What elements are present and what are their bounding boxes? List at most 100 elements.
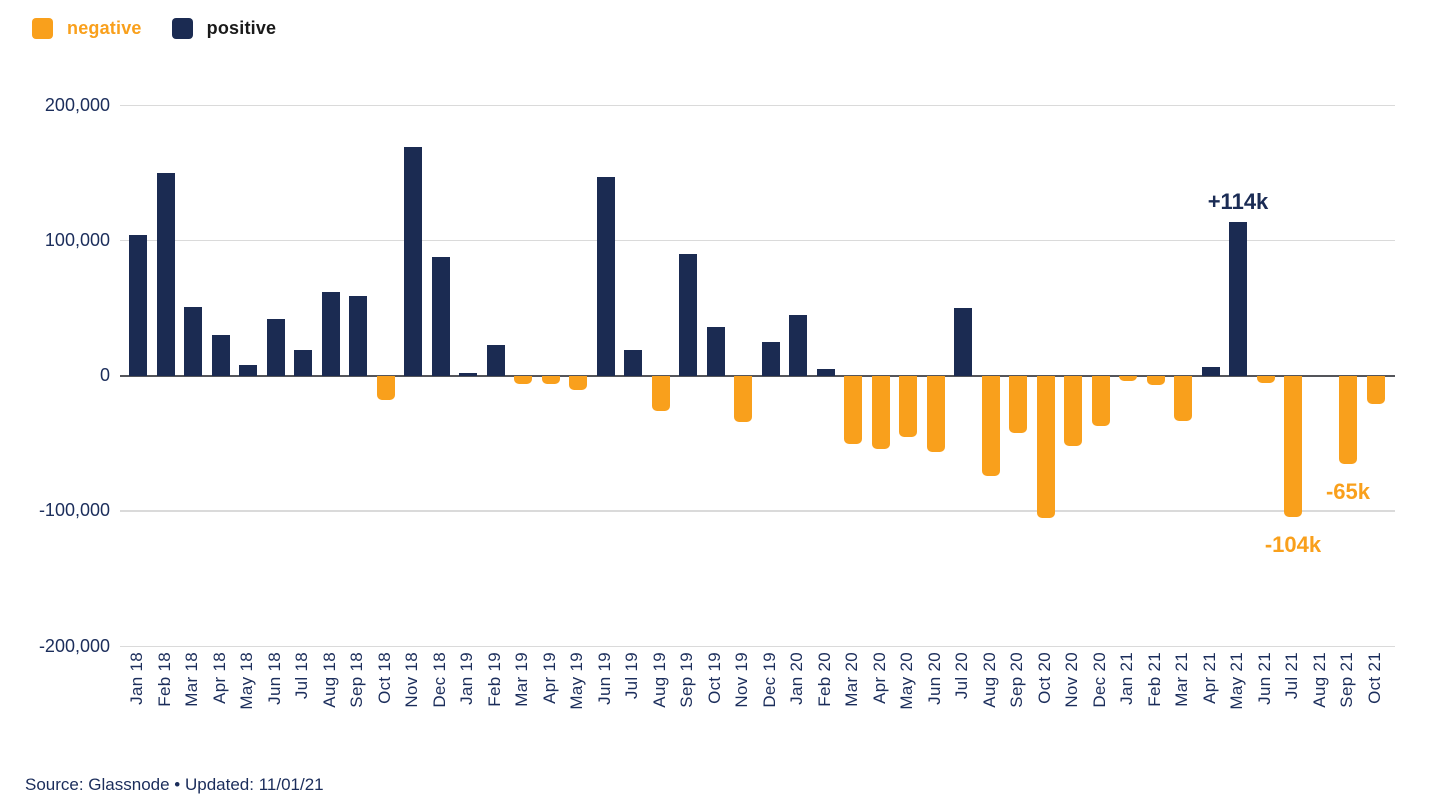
zero-axis-line	[120, 375, 1395, 377]
bar-jul-20	[954, 308, 972, 376]
bar-nov-18	[404, 147, 422, 376]
x-axis-label-jan-19: Jan 19	[457, 652, 476, 705]
x-axis-label-dec-18: Dec 18	[429, 652, 449, 708]
x-axis-label-apr-20: Apr 20	[869, 652, 889, 704]
x-axis-label-jan-21: Jan 21	[1117, 652, 1136, 705]
x-axis-label-nov-19: Nov 19	[732, 652, 751, 708]
x-axis-label-sep-20: Sep 20	[1007, 652, 1026, 708]
legend-item-negative: negative	[32, 18, 142, 39]
bar-jun-20	[926, 376, 945, 452]
annotation-may-21: +114k	[1207, 188, 1269, 214]
x-axis-label-sep-18: Sep 18	[347, 652, 366, 708]
x-axis-label-aug-20: Aug 20	[979, 652, 999, 708]
bar-may-19	[569, 376, 587, 390]
gridline-200000	[120, 104, 1395, 106]
legend-label-negative: negative	[67, 18, 142, 38]
bar-mar-21	[1174, 376, 1192, 421]
legend-item-positive: positive	[171, 18, 277, 39]
bar-oct-18	[376, 376, 395, 401]
x-axis-label-feb-21: Feb 21	[1144, 652, 1164, 707]
bar-oct-21	[1366, 376, 1385, 405]
y-axis-label-200000: 200,000	[44, 94, 110, 115]
bar-may-21	[1229, 221, 1247, 376]
x-axis-label-jul-21: Jul 21	[1282, 652, 1301, 700]
x-axis-label-oct-19: Oct 19	[704, 652, 724, 704]
x-axis-label-may-19: May 19	[567, 652, 586, 710]
bar-chart: 200,000 100,000 0 -100,000 -200,000 Jan 18 Feb…	[38, 94, 1395, 710]
x-axis-label-mar-19: Mar 19	[512, 652, 531, 707]
x-axis-label-aug-21: Aug 21	[1309, 652, 1329, 708]
x-axis-label-apr-21: Apr 21	[1199, 652, 1219, 704]
x-axis-label-apr-18: Apr 18	[209, 652, 229, 704]
bar-may-18	[239, 365, 257, 376]
x-axis-label-aug-19: Aug 19	[649, 652, 669, 708]
y-axis-label--100000: -100,000	[38, 500, 110, 521]
x-axis-label-jun-18: Jun 18	[264, 652, 284, 705]
x-axis-label-jan-18: Jan 18	[127, 652, 146, 705]
bar-sep-18	[349, 296, 367, 376]
bar-nov-19	[734, 376, 752, 422]
bar-jan-20	[789, 315, 807, 376]
bar-feb-21	[1146, 376, 1165, 386]
x-axis-label-jul-18: Jul 18	[292, 652, 311, 700]
x-axis-label-aug-18: Aug 18	[319, 652, 339, 708]
gridline-100000	[120, 239, 1395, 242]
bar-jun-21	[1256, 376, 1275, 383]
x-axis-label-mar-21: Mar 21	[1172, 652, 1191, 707]
x-axis-label-feb-18: Feb 18	[154, 652, 174, 707]
bar-may-20	[899, 376, 917, 437]
bar-aug-20	[981, 376, 1000, 477]
bar-mar-18	[184, 307, 202, 376]
x-axis-label-nov-18: Nov 18	[402, 652, 421, 708]
bar-aug-19	[651, 376, 670, 412]
annotation-jul-21: -104k	[1264, 531, 1322, 557]
source-text: Source: Glassnode • Updated: 11/01/21	[25, 775, 324, 794]
bar-sep-20	[1009, 376, 1027, 433]
x-axis-label-mar-18: Mar 18	[182, 652, 201, 707]
positive-swatch-icon	[171, 18, 193, 39]
bar-oct-19	[706, 327, 725, 376]
bar-apr-21	[1201, 366, 1220, 376]
bar-dec-20	[1091, 376, 1110, 427]
bar-jan-19	[459, 373, 477, 376]
y-axis-label--200000: -200,000	[38, 635, 110, 656]
bar-mar-20	[844, 376, 862, 444]
bar-dec-19	[761, 342, 780, 376]
negative-swatch-icon	[32, 18, 53, 39]
x-axis-label-jun-21: Jun 21	[1254, 652, 1274, 705]
bar-feb-20	[816, 369, 835, 376]
x-axis-label-oct-18: Oct 18	[374, 652, 394, 704]
x-axis-label-oct-20: Oct 20	[1034, 652, 1054, 704]
bar-oct-20	[1036, 376, 1055, 518]
bar-jul-19	[624, 350, 642, 376]
x-axis-label-may-21: May 21	[1227, 652, 1246, 710]
bar-nov-20	[1064, 376, 1082, 447]
bar-mar-19	[514, 376, 532, 385]
bar-jan-18	[129, 235, 147, 376]
bar-apr-18	[211, 335, 230, 376]
x-axis-label-feb-19: Feb 19	[484, 652, 504, 707]
x-axis-label-jan-20: Jan 20	[787, 652, 806, 705]
bar-apr-20	[871, 376, 890, 450]
bar-jul-21	[1284, 376, 1302, 517]
bar-aug-18	[321, 292, 340, 376]
x-axis-label-jul-19: Jul 19	[622, 652, 641, 700]
x-axis-label-apr-19: Apr 19	[539, 652, 559, 704]
legend-label-positive: positive	[206, 18, 277, 38]
x-axis-label-jul-20: Jul 20	[952, 652, 971, 700]
x-axis-label-sep-19: Sep 19	[677, 652, 696, 708]
x-axis-label-oct-21: Oct 21	[1364, 652, 1384, 704]
y-axis-label-100000: 100,000	[44, 229, 110, 250]
x-axis-label-may-20: May 20	[897, 652, 916, 710]
bar-jun-19	[596, 177, 615, 376]
legend: negative positive	[32, 18, 276, 39]
bar-jun-18	[266, 319, 285, 376]
gridline--200000	[120, 645, 1395, 647]
bar-feb-19	[486, 344, 505, 376]
bar-sep-19	[679, 254, 697, 376]
bar-feb-18	[156, 173, 175, 376]
annotation-sep-21: -65k	[1325, 478, 1371, 504]
x-axis-label-jun-19: Jun 19	[594, 652, 614, 705]
x-axis-label-mar-20: Mar 20	[842, 652, 861, 707]
